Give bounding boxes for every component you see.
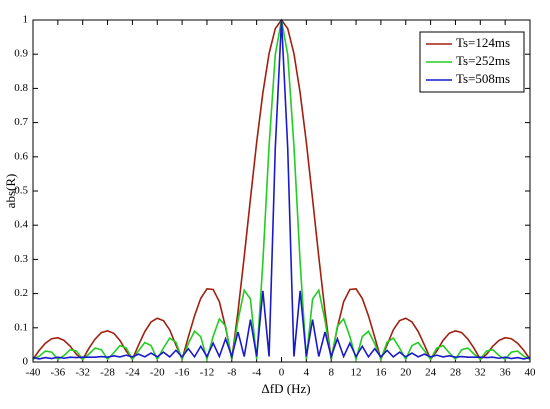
y-tick-label: 0.2	[14, 287, 28, 299]
y-tick-label: 0.8	[14, 82, 28, 94]
x-tick-label: -16	[175, 367, 190, 379]
x-tick-label: -20	[150, 367, 165, 379]
legend-label: Ts=124ms	[456, 35, 510, 50]
x-tick-label: 24	[425, 367, 437, 379]
x-axis-label: ΔfD (Hz)	[261, 381, 310, 396]
y-tick-label: 0.3	[14, 253, 28, 265]
legend-label: Ts=252ms	[456, 53, 510, 68]
legend-label: Ts=508ms	[456, 71, 510, 86]
x-tick-label: -32	[75, 367, 90, 379]
y-tick-label: 0.1	[14, 321, 28, 333]
y-tick-label: 0	[23, 356, 29, 368]
y-tick-label: 0.6	[14, 150, 28, 162]
x-tick-label: 0	[279, 367, 285, 379]
x-tick-label: 8	[328, 367, 334, 379]
x-tick-label: 36	[500, 367, 512, 379]
x-tick-label: -12	[200, 367, 215, 379]
x-tick-label: 12	[351, 367, 362, 379]
x-tick-label: 40	[525, 367, 537, 379]
y-tick-label: 0.4	[14, 219, 28, 231]
x-tick-label: 4	[304, 367, 310, 379]
x-tick-label: -36	[51, 367, 66, 379]
x-tick-label: -28	[100, 367, 115, 379]
y-tick-label: 0.7	[14, 116, 28, 128]
x-tick-label: 28	[450, 367, 462, 379]
x-tick-label: 16	[375, 367, 387, 379]
x-tick-label: -24	[125, 367, 140, 379]
y-axis-label: abs(R)	[3, 174, 18, 209]
x-tick-label: 32	[475, 367, 486, 379]
x-tick-label: -8	[227, 367, 237, 379]
y-tick-label: 1	[23, 14, 29, 26]
x-tick-label: -4	[252, 367, 262, 379]
x-tick-label: -40	[26, 367, 41, 379]
y-tick-label: 0.5	[14, 185, 28, 197]
y-tick-label: 0.9	[14, 48, 28, 60]
x-tick-label: 20	[400, 367, 412, 379]
plot-frame	[32, 19, 531, 363]
